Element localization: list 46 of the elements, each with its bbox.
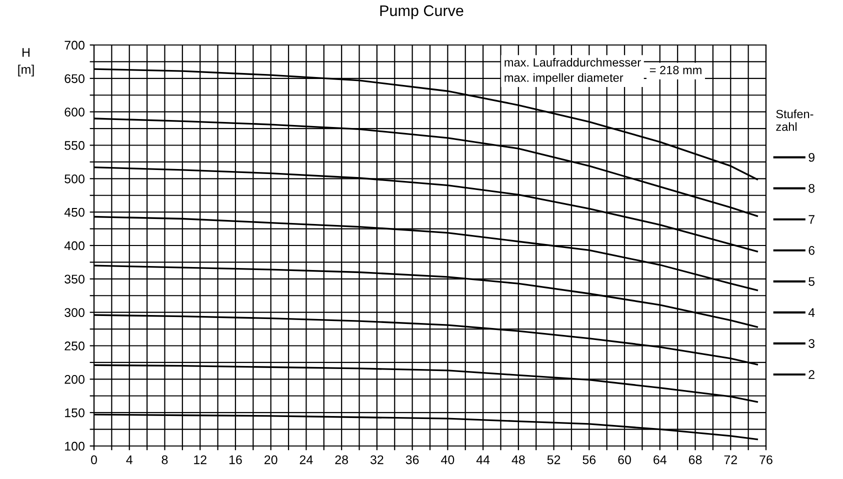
x-tick-label: 16 bbox=[229, 455, 242, 464]
chart-title: Pump Curve bbox=[380, 5, 464, 20]
x-tick-label: 60 bbox=[618, 455, 631, 464]
x-tick-label: 32 bbox=[370, 455, 384, 464]
x-tick-label: 20 bbox=[264, 455, 278, 464]
x-tick-label: 64 bbox=[654, 455, 666, 464]
x-tick-label: 68 bbox=[688, 455, 702, 464]
legend-label: 9 bbox=[808, 152, 814, 162]
x-tick-label: 72 bbox=[724, 455, 737, 464]
x-tick-label: 48 bbox=[512, 455, 525, 464]
legend-label: 8 bbox=[808, 184, 815, 193]
x-tick-label: 76 bbox=[760, 455, 772, 464]
y-tick-label: 450 bbox=[64, 208, 84, 217]
x-tick-label: 44 bbox=[476, 455, 490, 464]
y-tick-label: 550 bbox=[64, 141, 84, 150]
y-tick-label: 400 bbox=[64, 241, 84, 250]
y-tick-label: 250 bbox=[64, 342, 84, 350]
x-tick-label: 28 bbox=[335, 455, 348, 464]
y-tick-label: 200 bbox=[64, 374, 84, 384]
y-tick-label: 350 bbox=[64, 274, 84, 284]
legend-label: 7 bbox=[808, 215, 814, 224]
annotation: = 218 mm bbox=[650, 66, 702, 74]
legend-label: 6 bbox=[808, 246, 815, 255]
x-tick-label: 4 bbox=[126, 455, 132, 464]
x-tick-label: 56 bbox=[582, 455, 596, 464]
y-tick-label: 300 bbox=[64, 308, 84, 317]
x-tick-label: 12 bbox=[194, 455, 206, 464]
y-tick-label: 500 bbox=[64, 174, 84, 184]
legend-label: 2 bbox=[808, 370, 814, 379]
x-tick-label: 40 bbox=[441, 455, 454, 464]
y-tick-label: 100 bbox=[65, 442, 84, 451]
legend-label: 3 bbox=[808, 339, 815, 348]
y-axis-title: H [m] bbox=[18, 48, 34, 76]
legend-label: 4 bbox=[808, 308, 815, 317]
y-tick-label: 600 bbox=[64, 108, 84, 116]
x-tick-label: 24 bbox=[300, 455, 313, 464]
x-tick-label: 0 bbox=[91, 455, 97, 464]
annotation: max. Laufraddurchmesser max. impeller diameter bbox=[504, 58, 641, 84]
legend-label: 5 bbox=[808, 277, 815, 286]
y-tick-label: 700 bbox=[64, 40, 84, 50]
x-tick-label: 36 bbox=[406, 455, 419, 464]
x-tick-label: 52 bbox=[547, 455, 560, 464]
legend-title: Stufen- zahl bbox=[776, 110, 814, 131]
y-tick-label: 150 bbox=[65, 408, 84, 418]
y-tick-label: 650 bbox=[64, 74, 84, 84]
x-tick-label: 8 bbox=[162, 455, 168, 464]
